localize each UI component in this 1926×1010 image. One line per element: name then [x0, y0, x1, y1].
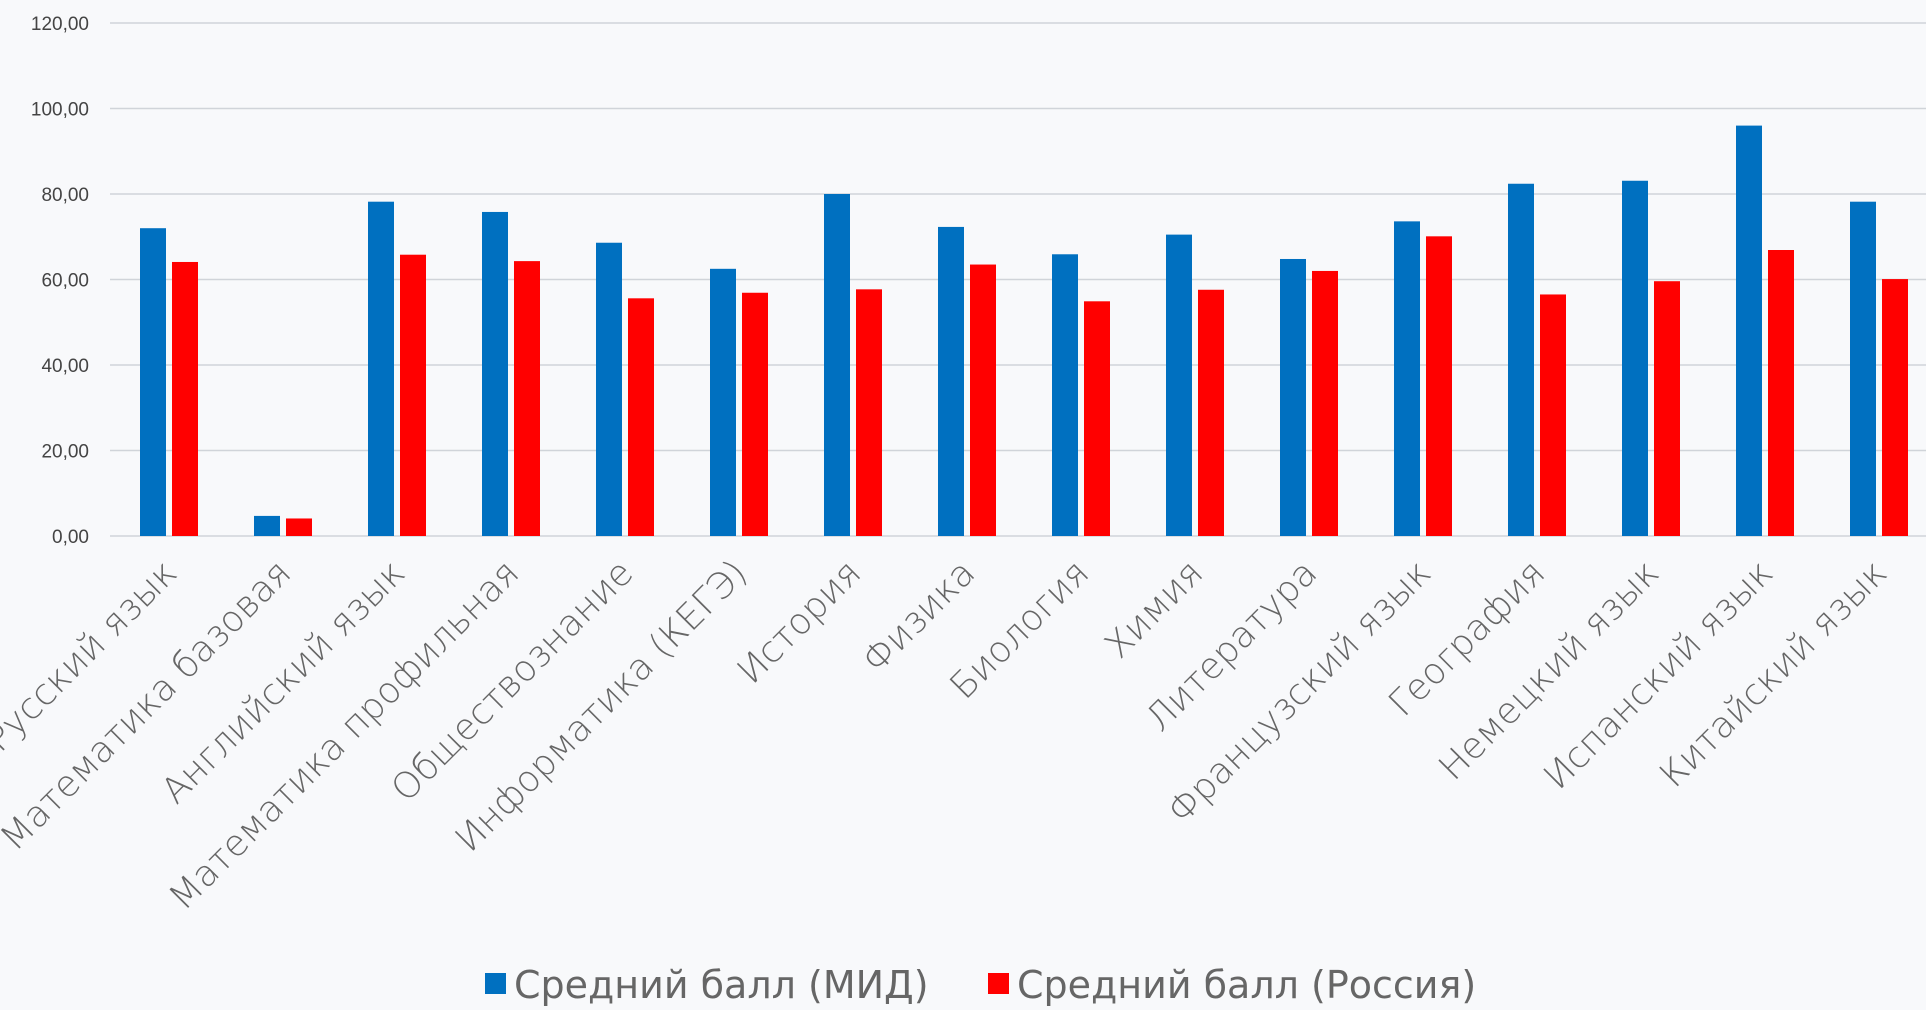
bar-mid	[140, 228, 166, 536]
bar-mid	[482, 211, 508, 536]
bar-russia	[856, 289, 882, 536]
legend-swatch-russia	[988, 973, 1009, 994]
bar-russia	[1768, 250, 1794, 536]
bar-russia	[514, 261, 540, 536]
bar-mid	[596, 242, 622, 537]
bar-russia	[1654, 281, 1680, 536]
bar-mid	[1508, 183, 1534, 537]
bar-mid	[1850, 201, 1876, 536]
bar-russia	[1312, 270, 1338, 536]
y-tick-label: 20,00	[41, 442, 89, 463]
bar-mid	[938, 226, 964, 537]
bar-russia	[628, 298, 654, 536]
bars	[140, 125, 1908, 537]
bar-russia	[1426, 236, 1452, 536]
bar-russia	[1084, 301, 1110, 536]
bar-mid	[1622, 180, 1648, 536]
y-tick-label: 120,00	[31, 14, 89, 35]
bar-russia	[286, 518, 312, 536]
bar-russia	[172, 261, 198, 536]
bar-mid	[1166, 234, 1192, 537]
bar-russia	[1540, 294, 1566, 536]
legend: Средний балл (МИД) Средний балл (Россия)	[485, 963, 1476, 1007]
bar-mid	[710, 268, 736, 536]
bar-mid	[1394, 221, 1420, 537]
legend-label-russia: Средний балл (Россия)	[1017, 963, 1476, 1007]
bar-russia	[400, 254, 426, 536]
y-tick-label: 0,00	[52, 527, 89, 548]
y-tick-label: 100,00	[31, 100, 89, 121]
bar-mid	[368, 201, 394, 536]
bar-russia	[1882, 279, 1908, 536]
bar-mid	[254, 515, 280, 536]
bar-mid	[1280, 258, 1306, 536]
legend-label-mid: Средний балл (МИД)	[514, 963, 929, 1007]
bar-mid	[1736, 125, 1762, 536]
bar-russia	[1198, 289, 1224, 536]
y-tick-label: 60,00	[41, 271, 89, 292]
bar-russia	[970, 264, 996, 536]
bar-russia	[742, 292, 768, 536]
bar-mid	[824, 194, 850, 536]
x-category-label: Немецкий язык	[1431, 552, 1667, 788]
y-axis-ticks: 0,00 20,00 40,00 60,00 80,00 100,00 120,00	[31, 14, 89, 548]
x-category-label: История	[730, 552, 870, 692]
y-tick-label: 40,00	[41, 356, 89, 377]
x-category-label: Химия	[1097, 552, 1211, 666]
bar-mid	[1052, 254, 1078, 536]
y-tick-label: 80,00	[41, 185, 89, 206]
legend-swatch-mid	[485, 973, 506, 994]
